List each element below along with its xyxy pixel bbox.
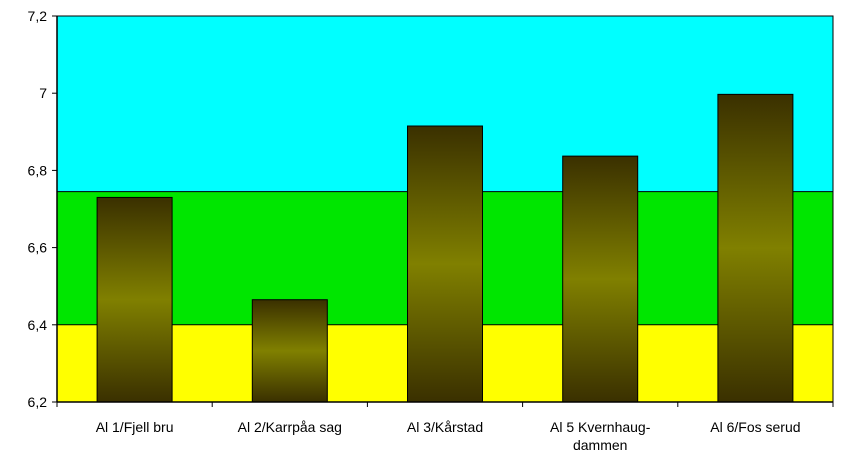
y-tick-label: 6,2 [28, 394, 48, 410]
y-tick-label: 6,8 [28, 162, 48, 178]
y-tick-label: 6,6 [28, 240, 48, 256]
y-tick-label: 7 [39, 85, 47, 101]
y-axis-ticks: 6,2 6,4 6,6 6,8 7 7,2 [28, 8, 57, 410]
bar-1 [96, 196, 173, 403]
x-category-label: Al 6/Fos serud [710, 419, 800, 435]
x-axis-labels: Al 1/Fjell bru Al 2/Karrpåa sag Al 3/Kårst… [56, 402, 834, 453]
bar-3 [407, 125, 483, 403]
x-category-label: Al 2/Karrpåa sag [238, 419, 342, 435]
y-tick-label: 6,4 [28, 317, 48, 333]
y-tick-label: 7,2 [28, 8, 48, 24]
x-category-label: Al 3/Kårstad [407, 419, 483, 435]
bar-4 [562, 155, 639, 403]
x-category-label: Al 1/Fjell bru [96, 419, 174, 435]
bar-2 [251, 299, 328, 403]
x-category-label: Al 5 Kvernhaug-dammen [550, 419, 651, 453]
bar-5 [717, 93, 794, 403]
bars [96, 93, 794, 403]
axes [56, 15, 834, 403]
